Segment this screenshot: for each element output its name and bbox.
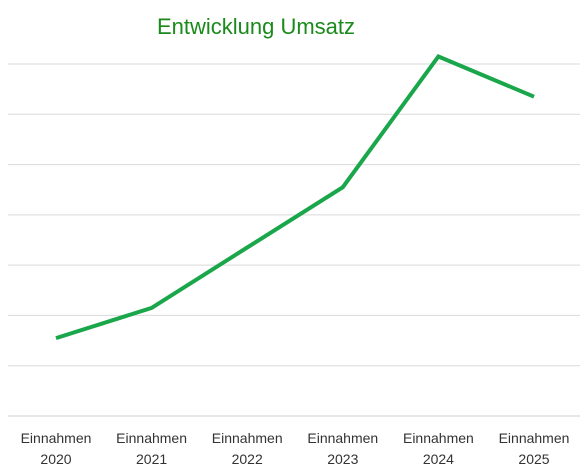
series-line bbox=[55, 54, 535, 341]
x-tick-label: Einnahmen 2025 bbox=[499, 430, 570, 467]
x-axis: Einnahmen 2020 Einnahmen 2021 Einnahmen 2022 E… bbox=[8, 415, 580, 467]
series-layer bbox=[55, 54, 535, 341]
x-tick-label: Einnahmen 2022 bbox=[212, 430, 283, 467]
x-tick-label: Einnahmen 2024 bbox=[403, 430, 474, 467]
x-tick-label: Einnahmen 2021 bbox=[116, 430, 187, 467]
grid-layer bbox=[8, 63, 580, 367]
chart-title: Entwicklung Umsatz bbox=[157, 14, 355, 39]
x-tick-label: Einnahmen 2020 bbox=[21, 430, 92, 467]
x-tick-label: Einnahmen 2023 bbox=[307, 430, 378, 467]
